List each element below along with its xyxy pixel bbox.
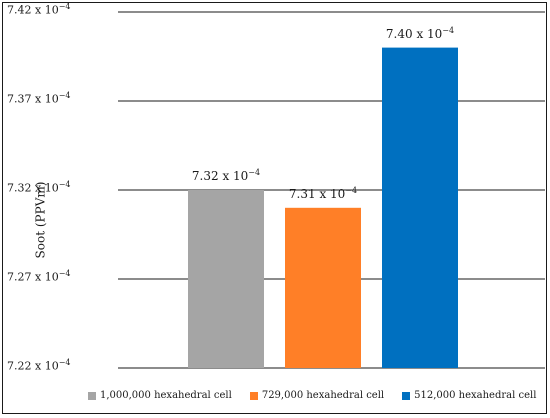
y-tick-label: 7.37 x 10−4 xyxy=(7,91,71,106)
legend: 1,000,000 hexahedral cell 729,000 hexahed… xyxy=(88,390,536,401)
bar xyxy=(382,47,458,368)
legend-label: 729,000 hexahedral cell xyxy=(261,390,385,401)
legend-swatch xyxy=(402,391,411,400)
bar-data-label: 7.31 x 10−4 xyxy=(288,185,358,201)
legend-item: 512,000 hexahedral cell xyxy=(402,390,536,401)
bar-data-label: 7.32 x 10−4 xyxy=(191,168,261,183)
bar xyxy=(285,207,361,368)
legend-label: 512,000 hexahedral cell xyxy=(414,390,537,401)
y-axis-label: Soot (PPVm) xyxy=(33,181,48,259)
legend-swatch xyxy=(88,391,96,400)
legend-item: 1,000,000 hexahedral cell xyxy=(88,390,232,401)
legend-swatch xyxy=(249,391,258,400)
legend-item: 729,000 hexahedral cell xyxy=(249,390,385,401)
y-tick-label: 7.22 x 10−4 xyxy=(7,358,71,373)
y-tick-label: 7.27 x 10−4 xyxy=(7,269,71,284)
y-tick-label: 7.32 x 10−4 xyxy=(7,180,71,195)
chart-frame xyxy=(2,2,547,414)
bar xyxy=(188,190,264,368)
legend-label: 1,000,000 hexahedral cell xyxy=(100,390,232,401)
bar-data-label: 7.40 x 10−4 xyxy=(385,25,455,41)
y-tick-label: 7.42 x 10−4 xyxy=(7,2,71,17)
